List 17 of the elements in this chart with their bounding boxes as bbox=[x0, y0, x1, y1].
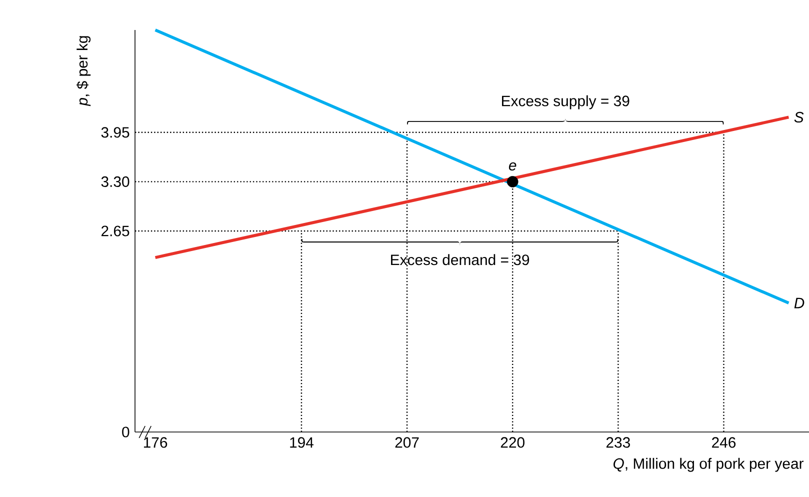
x-tick-label: 176 bbox=[144, 437, 168, 448]
annotation: Excess demand = 39 bbox=[391, 254, 530, 266]
annotation: Excess supply = 39 bbox=[502, 95, 630, 110]
annotation: e bbox=[508, 162, 516, 171]
series-label: D bbox=[794, 298, 804, 308]
y-axis-title: p, $ per kg bbox=[76, 36, 91, 106]
y-tick-label: 2.65 bbox=[101, 226, 130, 236]
y-tick-label: 0 bbox=[122, 426, 130, 438]
y-tick-label: 3.95 bbox=[101, 127, 130, 138]
series-label: S bbox=[794, 112, 804, 123]
x-axis-title: Q, Million kg of pork per year bbox=[614, 458, 804, 472]
x-tick-label: 207 bbox=[395, 437, 419, 448]
x-tick-label: 220 bbox=[500, 437, 524, 448]
y-tick-label: 3.30 bbox=[101, 176, 130, 187]
x-tick-label: 246 bbox=[712, 437, 736, 448]
x-tick-label: 194 bbox=[290, 437, 314, 448]
x-tick-label: 233 bbox=[606, 437, 630, 448]
